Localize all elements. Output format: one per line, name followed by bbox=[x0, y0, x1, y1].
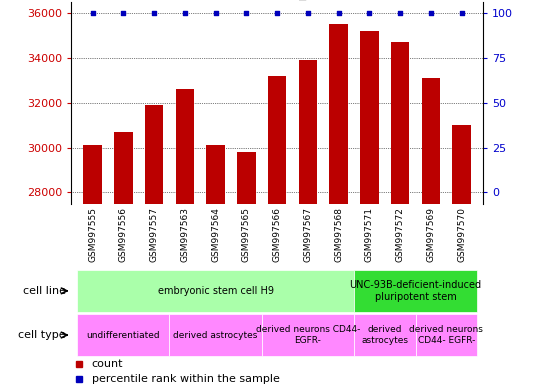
Point bbox=[334, 10, 343, 16]
Point bbox=[458, 10, 466, 16]
Point bbox=[211, 10, 220, 16]
Text: derived astrocytes: derived astrocytes bbox=[174, 331, 258, 339]
Bar bbox=[84, 145, 102, 204]
Text: GSM997563: GSM997563 bbox=[180, 207, 189, 262]
Text: derived neurons
CD44- EGFR-: derived neurons CD44- EGFR- bbox=[410, 325, 483, 345]
Bar bbox=[422, 78, 440, 204]
Point bbox=[150, 10, 158, 16]
Text: undifferentiated: undifferentiated bbox=[86, 331, 160, 339]
Text: cell type: cell type bbox=[18, 330, 66, 340]
Text: GSM997557: GSM997557 bbox=[150, 207, 158, 262]
Text: GSM997570: GSM997570 bbox=[457, 207, 466, 262]
Text: GSM997572: GSM997572 bbox=[396, 207, 405, 262]
Text: GSM997565: GSM997565 bbox=[242, 207, 251, 262]
Text: embryonic stem cell H9: embryonic stem cell H9 bbox=[158, 286, 274, 296]
Point bbox=[304, 10, 312, 16]
Bar bbox=[268, 76, 286, 204]
Bar bbox=[176, 89, 194, 204]
Bar bbox=[354, 270, 477, 312]
Bar bbox=[237, 152, 256, 204]
Bar bbox=[77, 314, 169, 356]
Text: derived neurons CD44-
EGFR-: derived neurons CD44- EGFR- bbox=[256, 325, 360, 345]
Bar bbox=[453, 125, 471, 204]
Text: GSM997566: GSM997566 bbox=[272, 207, 282, 262]
Point bbox=[88, 10, 97, 16]
Text: GSM997569: GSM997569 bbox=[426, 207, 435, 262]
Text: GSM997564: GSM997564 bbox=[211, 207, 220, 262]
Point bbox=[119, 10, 128, 16]
Point bbox=[180, 10, 189, 16]
Point bbox=[242, 10, 251, 16]
Point bbox=[426, 10, 435, 16]
Point bbox=[365, 10, 374, 16]
Text: GSM997571: GSM997571 bbox=[365, 207, 374, 262]
Bar bbox=[169, 314, 262, 356]
Bar bbox=[416, 314, 477, 356]
Text: percentile rank within the sample: percentile rank within the sample bbox=[92, 374, 280, 384]
Bar bbox=[262, 314, 354, 356]
Point bbox=[396, 10, 405, 16]
Text: GSM997556: GSM997556 bbox=[119, 207, 128, 262]
Text: cell line: cell line bbox=[22, 286, 66, 296]
Bar bbox=[391, 42, 410, 204]
Text: GSM997568: GSM997568 bbox=[334, 207, 343, 262]
Bar bbox=[354, 314, 416, 356]
Text: GSM997555: GSM997555 bbox=[88, 207, 97, 262]
Bar bbox=[206, 145, 225, 204]
Bar bbox=[360, 31, 378, 204]
Text: count: count bbox=[92, 359, 123, 369]
Text: UNC-93B-deficient-induced
pluripotent stem: UNC-93B-deficient-induced pluripotent st… bbox=[349, 280, 482, 302]
Bar bbox=[77, 270, 354, 312]
Text: GSM997567: GSM997567 bbox=[304, 207, 312, 262]
Bar bbox=[329, 24, 348, 204]
Point bbox=[272, 10, 282, 16]
Bar bbox=[299, 60, 317, 204]
Text: derived
astrocytes: derived astrocytes bbox=[361, 325, 408, 345]
Bar bbox=[145, 105, 163, 204]
Bar bbox=[114, 132, 133, 204]
